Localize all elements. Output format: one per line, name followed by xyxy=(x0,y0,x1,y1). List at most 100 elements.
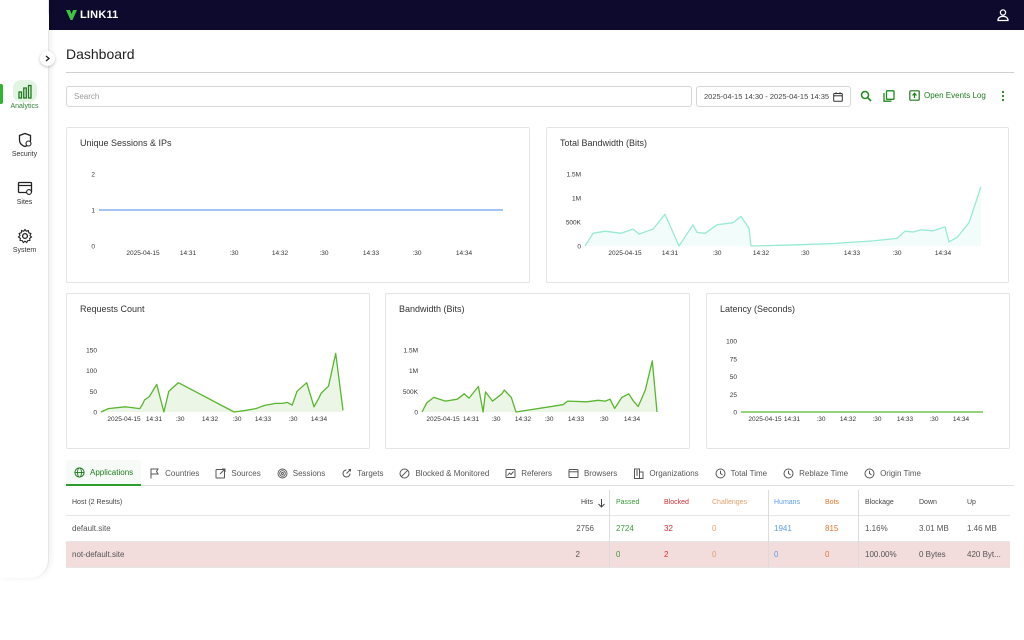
tab-referers[interactable]: Referers xyxy=(497,460,560,486)
cell-up: 1.46 MB xyxy=(967,524,997,533)
cell-bots: 0 xyxy=(825,550,830,559)
clock-icon xyxy=(864,468,875,478)
x-tick-label: :30 xyxy=(412,250,421,257)
column-header-humans[interactable]: Humans xyxy=(774,499,801,506)
search-input[interactable] xyxy=(66,86,692,107)
y-tick-label: 1M xyxy=(572,196,581,203)
fingerprint-icon xyxy=(277,468,288,478)
tab-applications[interactable]: Applications xyxy=(66,460,142,486)
system-icon xyxy=(17,228,32,244)
tab-sources[interactable]: Sources xyxy=(207,460,268,486)
tab-total-time[interactable]: Total Time xyxy=(707,460,775,486)
column-header-challenges[interactable]: Challenges xyxy=(712,499,748,506)
search-icon[interactable] xyxy=(860,90,872,102)
column-header-blocked[interactable]: Blocked xyxy=(664,499,689,506)
cell-humans: 0 xyxy=(774,550,779,559)
tab-origin-time[interactable]: Origin Time xyxy=(856,460,929,486)
column-header-up[interactable]: Up xyxy=(967,499,976,506)
cell-host[interactable]: default.site xyxy=(72,524,111,533)
sidebar: Analytics Security Sites System xyxy=(0,0,49,578)
date-range-value: 2025-04-15 14:30 - 2025-04-15 14:35 xyxy=(704,92,830,101)
table-header-row: Host (2 Results) Hits Passed Blocked Cha… xyxy=(66,490,1010,516)
cell-host[interactable]: not-default.site xyxy=(72,550,125,559)
tab-organizations[interactable]: Organizations xyxy=(625,460,706,486)
sidebar-collapse-button[interactable] xyxy=(40,51,55,66)
y-tick-label: 50 xyxy=(730,374,738,381)
y-tick-label: 1.5M xyxy=(567,172,581,179)
series-area xyxy=(101,353,343,412)
user-icon[interactable] xyxy=(996,8,1010,22)
x-tick-label: 14:34 xyxy=(624,416,641,423)
cell-blockage: 1.16% xyxy=(865,524,888,533)
sidebar-item-analytics[interactable]: Analytics xyxy=(0,84,49,124)
cell-up: 420 Byt... xyxy=(967,550,1001,559)
y-tick-label: 2 xyxy=(91,172,95,179)
sidebar-item-security[interactable]: Security xyxy=(0,132,49,172)
copy-icon[interactable] xyxy=(883,90,895,102)
column-header-label: Hits xyxy=(580,499,593,506)
x-tick-label: 14:33 xyxy=(255,416,272,423)
globe-icon xyxy=(74,466,85,478)
x-tick-label: :30 xyxy=(892,250,901,257)
y-tick-label: 150 xyxy=(86,348,97,355)
y-tick-label: 0 xyxy=(91,244,95,251)
column-header-down[interactable]: Down xyxy=(919,499,937,506)
cell-humans: 1941 xyxy=(774,524,792,533)
x-tick-label: :30 xyxy=(816,416,825,423)
open-events-log-button[interactable]: Open Events Log xyxy=(909,90,986,101)
tab-label: Browsers xyxy=(583,468,618,478)
cell-hits: 2 xyxy=(575,550,580,559)
brand-logo[interactable]: LINK11 xyxy=(66,9,119,21)
column-divider xyxy=(609,490,610,568)
y-tick-label: 1.5M xyxy=(404,348,418,355)
x-tick-label: 14:34 xyxy=(311,416,328,423)
tab-sessions[interactable]: Sessions xyxy=(269,460,333,486)
tab-reblaze-time[interactable]: Reblaze Time xyxy=(775,460,856,486)
series-area xyxy=(422,360,657,412)
tab-label: Countries xyxy=(165,468,200,478)
x-tick-label: :30 xyxy=(175,416,184,423)
chart-card-requests-count: Requests Count 150 100 50 0 2025-04-15 14:31:… xyxy=(66,293,370,449)
blocked-icon xyxy=(399,468,410,478)
title-divider xyxy=(66,72,1014,73)
column-header-bots[interactable]: Bots xyxy=(825,499,840,506)
more-options-icon[interactable] xyxy=(1000,90,1006,102)
column-header-host[interactable]: Host (2 Results) xyxy=(72,499,123,506)
tab-browsers[interactable]: Browsers xyxy=(560,460,625,486)
x-tick-label: :30 xyxy=(232,416,241,423)
sites-icon xyxy=(17,181,32,195)
link11-logo-icon xyxy=(66,10,77,20)
cell-down: 3.01 MB xyxy=(919,524,949,533)
sidebar-item-system[interactable]: System xyxy=(0,228,49,268)
x-tick-label: 14:34 xyxy=(953,416,970,423)
tab-blocked-monitored[interactable]: Blocked & Monitored xyxy=(391,460,497,486)
y-tick-label: 75 xyxy=(730,356,738,363)
x-tick-label: 14:33 xyxy=(568,416,585,423)
column-header-blockage[interactable]: Blockage xyxy=(865,499,894,506)
cell-hits: 2756 xyxy=(576,524,594,533)
tab-label: Targets xyxy=(357,468,384,478)
column-divider xyxy=(858,490,859,568)
table-row[interactable]: default.site 2756 2724 32 0 1941 815 1.1… xyxy=(66,516,1010,542)
tab-countries[interactable]: Countries xyxy=(141,460,207,486)
column-header-passed[interactable]: Passed xyxy=(616,499,640,506)
y-tick-label: 25 xyxy=(730,392,738,399)
cell-challenges: 0 xyxy=(712,550,717,559)
table-row[interactable]: not-default.site 2 0 2 0 0 0 100.00% 0 B… xyxy=(66,542,1010,568)
y-tick-label: 1M xyxy=(409,368,418,375)
x-tick-label: 14:31 xyxy=(146,416,163,423)
x-tick-label: :30 xyxy=(319,250,328,257)
tab-targets[interactable]: Targets xyxy=(333,460,391,486)
x-tick-label: 14:33 xyxy=(363,250,380,257)
sidebar-item-sites[interactable]: Sites xyxy=(0,180,49,220)
x-tick-label: 14:32 xyxy=(272,250,289,257)
date-range-picker[interactable]: 2025-04-15 14:30 - 2025-04-15 14:35 xyxy=(696,86,851,107)
y-tick-label: 0 xyxy=(93,410,97,417)
x-tick-label: 2025-04-15 xyxy=(426,416,460,423)
column-header-hits[interactable]: Hits xyxy=(566,490,606,515)
cell-blockage: 100.00% xyxy=(865,550,897,559)
chart-title: Latency (Seconds) xyxy=(720,304,796,314)
series-line xyxy=(421,360,658,413)
y-tick-label: 0 xyxy=(577,244,581,251)
tab-label: Sources xyxy=(231,468,261,478)
